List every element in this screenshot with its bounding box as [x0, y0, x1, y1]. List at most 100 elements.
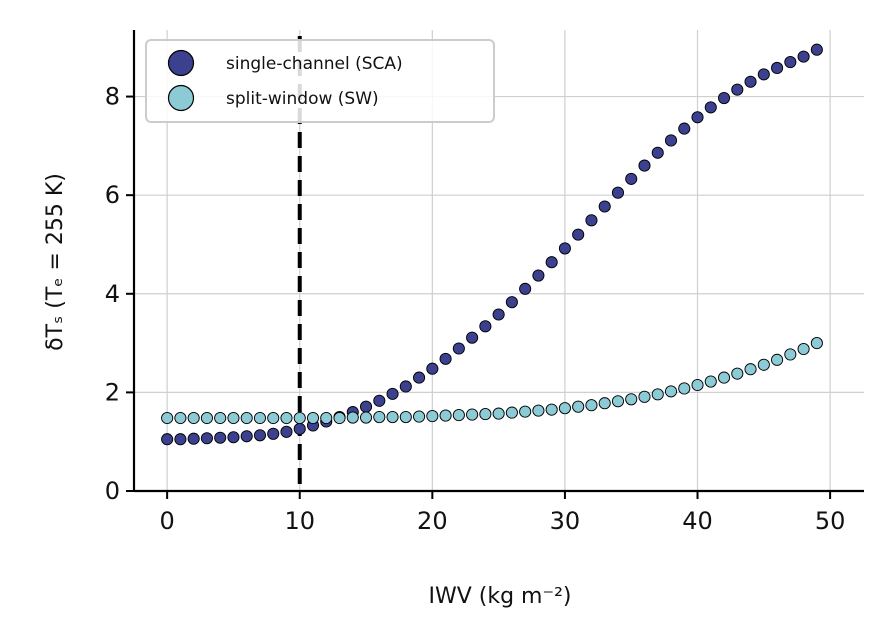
x-tick-label: 20: [417, 507, 448, 535]
sca-point: [452, 342, 465, 355]
sca-point: [545, 256, 558, 269]
sw-point: [214, 411, 227, 425]
sw-point: [492, 407, 505, 420]
x-tick-label: 10: [284, 507, 315, 535]
sca-point: [386, 387, 399, 400]
sw-point: [744, 363, 757, 376]
sca-point: [227, 431, 240, 444]
sw-point: [267, 411, 280, 425]
series-sw: [161, 337, 823, 425]
sca-point: [373, 394, 386, 407]
x-tick-label: 30: [550, 507, 581, 535]
sw-point: [664, 385, 678, 398]
sca-point: [625, 172, 638, 185]
sw-point: [558, 402, 571, 415]
sw-point: [717, 371, 731, 384]
sw-point: [519, 405, 532, 418]
sw-point: [466, 408, 479, 421]
sca-point: [505, 296, 518, 309]
sw-point: [784, 348, 797, 361]
sw-point: [625, 393, 638, 406]
sw-point: [426, 410, 439, 423]
sw-point: [439, 409, 452, 422]
sw-point: [187, 411, 200, 425]
sca-point: [757, 68, 770, 81]
sw-point: [320, 411, 333, 425]
sw-point: [797, 342, 810, 356]
sca-point: [439, 352, 452, 365]
sca-point: [359, 400, 373, 413]
sw-point: [598, 397, 611, 410]
sw-point: [572, 400, 585, 413]
sca-point: [492, 308, 505, 321]
sca-point: [638, 159, 651, 172]
legend-marker: [167, 49, 195, 77]
sw-point: [731, 367, 744, 380]
y-tick-label: 2: [105, 378, 120, 406]
sca-point: [174, 433, 187, 446]
sca-point: [161, 433, 174, 446]
sw-point: [280, 411, 293, 425]
sca-point: [744, 75, 757, 88]
sca-point: [717, 91, 731, 105]
sca-point: [611, 186, 625, 199]
y-tick-label: 0: [105, 477, 120, 505]
sca-point: [572, 228, 585, 241]
sw-point: [333, 411, 346, 425]
sw-point: [240, 411, 253, 425]
sw-point: [611, 395, 625, 408]
series-sca: [161, 43, 823, 446]
sca-point: [214, 431, 227, 444]
legend-marker: [167, 84, 195, 112]
x-axis-title: IWV (kg m⁻²): [428, 584, 571, 609]
sca-point: [704, 101, 717, 114]
sw-point: [253, 411, 267, 425]
data-points: [161, 43, 823, 446]
legend-label: split-window (SW): [226, 89, 379, 109]
sca-point: [267, 427, 280, 440]
sca-point: [810, 43, 823, 56]
sw-point: [585, 399, 598, 412]
y-tick-label: 4: [105, 280, 120, 308]
sw-point: [293, 411, 306, 425]
sw-point: [161, 411, 174, 425]
sca-point: [532, 269, 545, 282]
sw-point: [638, 390, 651, 403]
y-tick-label: 8: [105, 83, 120, 111]
sw-point: [771, 353, 784, 366]
sca-point: [187, 432, 200, 445]
sca-point: [293, 422, 306, 435]
sca-point: [731, 83, 744, 96]
sca-point: [585, 214, 598, 227]
y-axis-title: δTₛ (Tₑ = 255 K): [43, 173, 68, 351]
x-tick-label: 40: [682, 507, 713, 535]
axes: 0 10 20 30 40 50 0 2 4 6 8: [105, 30, 864, 535]
sca-point: [479, 320, 492, 333]
sw-point: [532, 404, 545, 417]
sca-point: [797, 50, 810, 63]
y-tick-label: 6: [105, 181, 120, 209]
x-tick-label: 50: [815, 507, 846, 535]
sw-point: [704, 375, 717, 388]
sw-point: [757, 358, 770, 371]
sca-point: [253, 429, 267, 442]
sw-point: [452, 409, 465, 422]
sca-point: [558, 242, 571, 255]
sca-point: [784, 55, 797, 69]
x-tick-label: 0: [160, 507, 175, 535]
legend: single-channel (SCA) split-window (SW): [145, 39, 495, 123]
sca-point: [771, 61, 784, 75]
sca-point: [399, 380, 412, 393]
sca-point: [691, 111, 704, 124]
sca-point: [598, 200, 611, 213]
sca-point: [519, 282, 532, 295]
sw-point: [346, 411, 359, 424]
sw-point: [413, 410, 426, 423]
sca-point: [651, 146, 664, 159]
sw-point: [399, 410, 412, 424]
sw-point: [810, 337, 823, 350]
sw-point: [479, 408, 492, 421]
sw-point: [386, 410, 399, 424]
sw-point: [505, 406, 518, 419]
